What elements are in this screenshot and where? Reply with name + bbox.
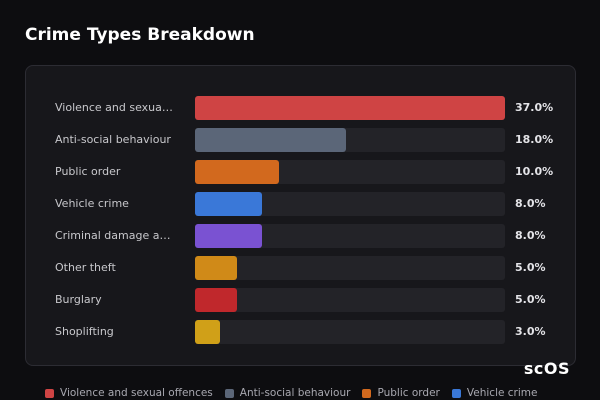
bar-row: Shoplifting 3.0% [26,320,575,344]
legend-label: Vehicle crime [466,387,538,399]
legend-swatch [362,388,372,398]
bar-track [195,128,505,152]
bar-track [195,224,505,248]
value-label: 5.0% [515,261,546,274]
category-label: Criminal damage and arson [55,229,173,242]
bar-track [195,320,505,344]
legend-label: Violence and sexual offences [60,387,213,399]
value-label: 18.0% [515,133,554,146]
bar-track [195,288,505,312]
logo: scOS [523,359,570,378]
bar-track [195,192,505,216]
bar-track [195,96,505,120]
legend-label: Public order [377,387,440,399]
value-label: 8.0% [515,229,546,242]
bar [195,320,221,344]
category-label: Public order [55,165,121,178]
bar-row: Vehicle crime 8.0% [26,192,575,216]
bar [195,96,505,120]
value-label: 10.0% [515,165,554,178]
bar-row: Other theft 5.0% [26,256,575,280]
category-label: Shoplifting [55,325,114,338]
bar [195,128,346,152]
legend-item: Violence and sexual offences [45,386,213,400]
category-label: Vehicle crime [55,197,129,210]
chart-title: Crime Types Breakdown [25,25,255,45]
legend-swatch [224,388,234,398]
bar-row: Public order 10.0% [26,160,575,184]
value-label: 8.0% [515,197,546,210]
category-label: Violence and sexual offences [55,101,173,114]
bar-row: Criminal damage and arson 8.0% [26,224,575,248]
bar [195,160,279,184]
legend-item: Vehicle crime [451,386,538,400]
legend-item: Public order [362,386,440,400]
bar-row: Anti-social behaviour 18.0% [26,128,575,152]
bar [195,256,237,280]
category-label: Burglary [55,293,102,306]
legend-item: Anti-social behaviour [224,386,351,400]
bar-row: Burglary 5.0% [26,288,575,312]
legend-swatch [451,388,461,398]
value-label: 37.0% [515,101,554,114]
bar-track [195,160,505,184]
legend-label: Anti-social behaviour [239,387,351,399]
legend-swatch [45,388,54,398]
bar [195,288,237,312]
category-label: Anti-social behaviour [55,133,171,146]
bar-track [195,256,505,280]
value-label: 5.0% [515,293,546,306]
value-label: 3.0% [515,325,546,338]
bar [195,224,263,248]
chart-panel: Violence and sexual offences 37.0% Anti-so… [25,65,576,366]
bar [195,192,263,216]
legend: Violence and sexual offences Anti-social … [45,386,585,400]
category-label: Other theft [55,261,116,274]
bar-row: Violence and sexual offences 37.0% [26,96,575,120]
